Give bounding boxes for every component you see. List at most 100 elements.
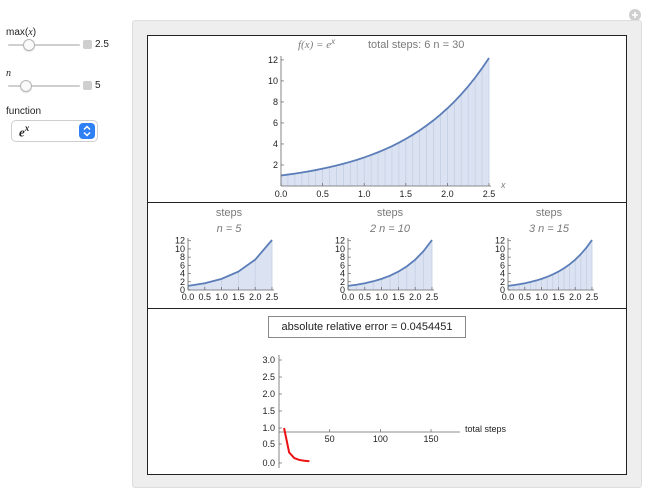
y-tick-label: 0 bbox=[340, 285, 345, 295]
x-tick-label: 2.0 bbox=[569, 292, 582, 302]
total-steps-title: total steps: 6 n = 30 bbox=[368, 39, 464, 51]
y-tick-label: 0 bbox=[500, 285, 505, 295]
error-y-tick-label: 2.5 bbox=[262, 372, 275, 382]
x-tick-label: 1.0 bbox=[535, 292, 548, 302]
function-selected-value: ex bbox=[19, 123, 30, 140]
error-y-tick-label: 0.5 bbox=[262, 439, 275, 449]
output-frame bbox=[147, 35, 627, 475]
error-y-tick-label: 0.0 bbox=[262, 458, 275, 468]
panel-2-subtitle: 2 n = 10 bbox=[369, 223, 411, 235]
y-tick-label: 12 bbox=[335, 236, 345, 246]
x-tick-label: 0.5 bbox=[359, 292, 372, 302]
x-tick-label: 0.0 bbox=[502, 292, 515, 302]
n-label: n bbox=[6, 68, 11, 79]
y-tick-label: 2 bbox=[273, 160, 278, 170]
x-tick-label: 2.5 bbox=[426, 292, 439, 302]
slider-thumb[interactable] bbox=[23, 39, 35, 51]
error-x-tick-label: 150 bbox=[424, 434, 439, 444]
x-tick-label: 1.5 bbox=[552, 292, 565, 302]
x-tick-label: 1.0 bbox=[215, 292, 228, 302]
y-tick-label: 10 bbox=[268, 76, 278, 86]
x-tick-label: 1.0 bbox=[375, 292, 388, 302]
x-tick-label: 2.0 bbox=[409, 292, 422, 302]
x-tick-label: 2.5 bbox=[586, 292, 599, 302]
function-select[interactable]: ex bbox=[11, 120, 98, 142]
area-fill bbox=[348, 239, 432, 290]
x-tick-label: 1.5 bbox=[392, 292, 405, 302]
slider-track bbox=[8, 44, 80, 46]
x-tick-label: 0.0 bbox=[342, 292, 355, 302]
x-tick-label: 0.5 bbox=[316, 189, 329, 199]
error-y-tick-label: 3.0 bbox=[262, 355, 275, 365]
slider-thumb[interactable] bbox=[20, 80, 32, 92]
y-tick-label: 6 bbox=[273, 118, 278, 128]
y-tick-label: 10 bbox=[335, 244, 345, 254]
y-tick-label: 0 bbox=[180, 285, 185, 295]
error-x-axis-label: total steps bbox=[465, 424, 507, 434]
curve-line bbox=[507, 239, 593, 287]
curve-line bbox=[280, 57, 490, 177]
panel-3-subtitle: 3 n = 15 bbox=[529, 223, 570, 235]
x-tick-label: 0.0 bbox=[182, 292, 195, 302]
curve-line bbox=[347, 239, 433, 287]
n-value: 5 bbox=[95, 80, 101, 91]
max-x-value: 2.5 bbox=[95, 39, 109, 50]
x-axis-label: x bbox=[500, 180, 506, 190]
y-tick-label: 2 bbox=[180, 277, 185, 287]
panel-1-title: steps bbox=[216, 207, 243, 219]
y-tick-label: 8 bbox=[273, 97, 278, 107]
x-tick-label: 1.5 bbox=[232, 292, 245, 302]
error-y-tick-label: 1.5 bbox=[262, 406, 275, 416]
x-tick-label: 0.0 bbox=[275, 189, 288, 199]
y-tick-label: 2 bbox=[340, 277, 345, 287]
main-plot-title: f(x) = ex bbox=[298, 37, 336, 51]
y-tick-label: 2 bbox=[500, 277, 505, 287]
x-tick-label: 1.5 bbox=[400, 189, 413, 199]
y-tick-label: 4 bbox=[180, 269, 185, 279]
area-fill bbox=[508, 239, 592, 290]
slider-track bbox=[8, 85, 80, 87]
n-expand-icon[interactable] bbox=[83, 81, 92, 90]
y-tick-label: 10 bbox=[495, 244, 505, 254]
y-tick-label: 10 bbox=[175, 244, 185, 254]
expand-plus-icon[interactable] bbox=[629, 9, 641, 21]
y-tick-label: 8 bbox=[340, 252, 345, 262]
error-y-tick-label: 1.0 bbox=[262, 423, 275, 433]
y-tick-label: 8 bbox=[500, 252, 505, 262]
y-tick-label: 6 bbox=[180, 260, 185, 270]
y-tick-label: 4 bbox=[500, 269, 505, 279]
y-tick-label: 4 bbox=[273, 139, 278, 149]
panel-3-title: steps bbox=[536, 207, 563, 219]
max-x-label: max(x) bbox=[6, 27, 37, 38]
error-x-tick-label: 50 bbox=[325, 434, 335, 444]
error-curve bbox=[283, 427, 310, 463]
max-x-slider[interactable] bbox=[8, 39, 80, 51]
y-tick-label: 6 bbox=[340, 260, 345, 270]
y-tick-label: 12 bbox=[175, 236, 185, 246]
max-x-expand-icon[interactable] bbox=[83, 40, 92, 49]
x-tick-label: 0.5 bbox=[519, 292, 532, 302]
y-tick-label: 4 bbox=[340, 269, 345, 279]
x-tick-label: 2.5 bbox=[266, 292, 279, 302]
error-readout: absolute relative error = 0.0454451 bbox=[268, 316, 466, 338]
error-x-tick-label: 100 bbox=[373, 434, 388, 444]
y-tick-label: 8 bbox=[180, 252, 185, 262]
panel-1-subtitle: n = 5 bbox=[217, 223, 243, 235]
area-fill bbox=[188, 239, 272, 290]
y-tick-label: 12 bbox=[268, 55, 278, 65]
x-tick-label: 1.0 bbox=[358, 189, 371, 199]
function-label: function bbox=[6, 106, 42, 117]
divider bbox=[147, 202, 627, 203]
curve-line bbox=[187, 239, 273, 287]
y-tick-label: 12 bbox=[495, 236, 505, 246]
x-tick-label: 0.5 bbox=[199, 292, 212, 302]
x-tick-label: 2.0 bbox=[441, 189, 454, 199]
x-tick-label: 2.0 bbox=[249, 292, 262, 302]
y-tick-label: 6 bbox=[500, 260, 505, 270]
n-slider[interactable] bbox=[8, 80, 80, 92]
chevron-updown-icon bbox=[79, 123, 95, 139]
divider bbox=[147, 308, 627, 309]
